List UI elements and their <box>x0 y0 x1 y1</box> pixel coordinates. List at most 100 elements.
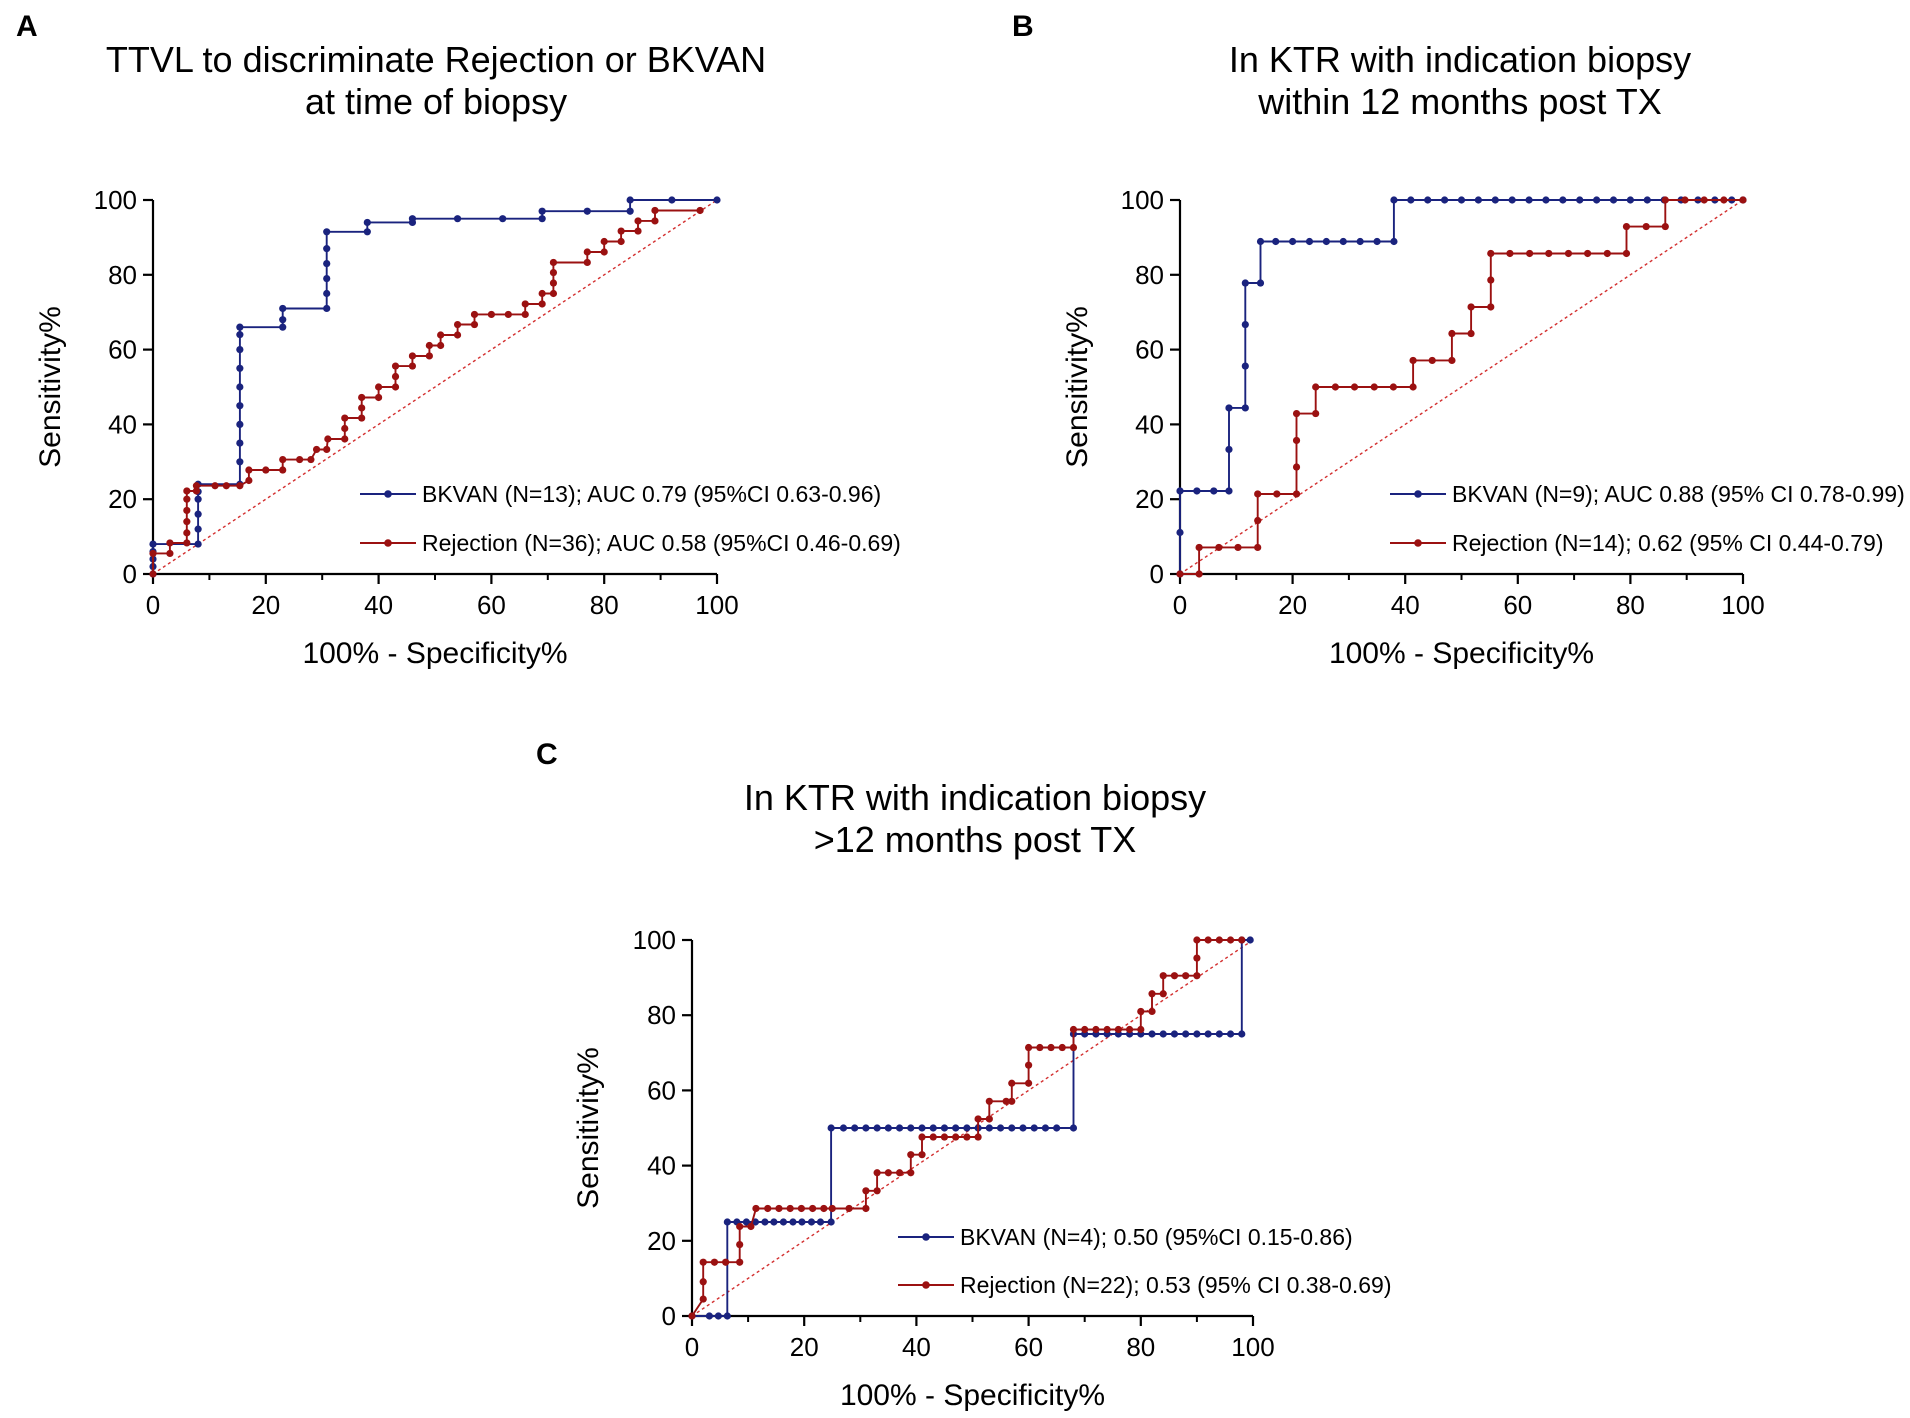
bkvan-data-point <box>1019 1124 1027 1132</box>
rejection-data-point <box>1564 249 1573 258</box>
rejection-data-point <box>549 289 558 298</box>
y-tick-label: 20 <box>1135 484 1164 514</box>
rejection-data-point <box>797 1204 805 1213</box>
bkvan-data-point <box>1225 404 1233 412</box>
bkvan-data-point <box>723 1312 731 1320</box>
rejection-data-point <box>470 310 479 319</box>
rejection-data-point <box>375 383 383 391</box>
panel-c: C In KTR with indication biopsy >12 mont… <box>536 738 1391 1412</box>
rejection-data-point <box>722 1258 730 1266</box>
x-tick-label: 60 <box>1503 590 1532 620</box>
panel-c-letter: C <box>536 738 558 771</box>
bkvan-data-point <box>1238 1030 1246 1038</box>
rejection-data-point <box>1137 1025 1145 1034</box>
y-tick-label: 40 <box>108 409 137 439</box>
x-tick-label: 60 <box>477 590 506 620</box>
x-tick-label: 40 <box>1391 590 1420 620</box>
rejection-data-point <box>1720 196 1728 204</box>
x-axis-label: 100% - Specificity% <box>302 637 567 670</box>
bkvan-data-point <box>1030 1124 1038 1132</box>
panel-a-title-line-1: TTVL to discriminate Rejection or BKVAN <box>106 39 766 80</box>
x-tick-label: 20 <box>790 1332 819 1362</box>
bkvan-data-point <box>1210 487 1218 495</box>
bkvan-data-point <box>1593 196 1601 204</box>
legend-label-rejection: Rejection (N=36); AUC 0.58 (95%CI 0.46-0… <box>422 530 901 556</box>
rejection-data-point <box>985 1097 993 1105</box>
bkvan-data-point <box>1305 237 1314 246</box>
roc-plot-a: 0 20 40 60 80 100 0 20 40 60 80 100 100% - Specifici… <box>34 185 901 670</box>
bkvan-data-point <box>1390 237 1398 246</box>
bkvan-data-point <box>1215 1030 1223 1038</box>
series-bkvan <box>1176 196 1747 578</box>
reference-diagonal-line <box>152 199 718 575</box>
bkvan-data-point <box>323 228 331 236</box>
legend-marker-rejection <box>922 1281 930 1289</box>
rejection-data-point <box>549 279 558 287</box>
rejection-data-point <box>963 1133 971 1141</box>
rejection-data-point <box>736 1240 744 1249</box>
y-tick-label: 0 <box>123 559 137 589</box>
legend-label-bkvan: BKVAN (N=9); AUC 0.88 (95% CI 0.78-0.99) <box>1452 481 1905 507</box>
rejection-data-point <box>1182 972 1190 980</box>
bkvan-data-point <box>363 228 371 236</box>
rejection-data-point <box>1292 490 1301 498</box>
rejection-data-point <box>873 1187 881 1195</box>
rejection-data-point <box>549 268 558 277</box>
rejection-data-point <box>425 341 433 350</box>
bkvan-data-point <box>816 1218 825 1226</box>
bkvan-data-point <box>1626 196 1634 204</box>
bkvan-data-point <box>323 289 331 298</box>
rejection-data-point <box>279 466 287 474</box>
rejection-data-point <box>358 393 366 402</box>
rejection-data-point <box>1193 954 1201 962</box>
bkvan-data-point <box>236 323 244 331</box>
rejection-data-point <box>1526 249 1534 258</box>
bkvan-data-point <box>236 458 244 466</box>
rejection-data-point <box>895 1169 904 1177</box>
bkvan-data-point <box>1643 196 1651 204</box>
rejection-data-point <box>1137 1007 1145 1016</box>
bkvan-data-point <box>583 207 591 215</box>
bkvan-data-point <box>1272 237 1280 246</box>
bkvan-data-point <box>626 207 634 215</box>
legend-marker-bkvan <box>922 1233 930 1241</box>
rejection-data-point <box>1204 936 1212 944</box>
rejection-data-point <box>296 455 304 464</box>
bkvan-data-point <box>1148 1030 1156 1038</box>
legend-label-bkvan: BKVAN (N=13); AUC 0.79 (95%CI 0.63-0.96) <box>422 481 881 507</box>
rejection-data-point <box>696 206 704 215</box>
rejection-data-point <box>1215 543 1223 552</box>
rejection-data-point <box>262 466 270 474</box>
rejection-data-point <box>149 549 157 558</box>
rejection-data-point <box>192 482 201 490</box>
bkvan-data-point <box>1407 196 1415 204</box>
y-tick-label: 40 <box>647 1151 676 1181</box>
panel-c-title-line-1: In KTR with indication biopsy <box>744 777 1206 818</box>
rejection-data-point <box>1226 936 1235 944</box>
x-axis-label: 100% - Specificity% <box>1329 637 1594 670</box>
bkvan-data-point <box>1182 1030 1190 1038</box>
rejection-data-point <box>307 455 315 464</box>
rejection-data-point <box>952 1133 960 1141</box>
rejection-data-point <box>1545 249 1553 258</box>
bkvan-data-point <box>1609 196 1618 204</box>
rejection-data-point <box>699 1258 707 1266</box>
y-tick-label: 100 <box>94 185 137 215</box>
rejection-data-point <box>1103 1025 1111 1034</box>
rejection-data-point <box>166 549 174 558</box>
bkvan-data-point <box>1204 1030 1212 1038</box>
rejection-data-point <box>747 1222 755 1231</box>
rejection-data-point <box>312 445 321 454</box>
rejection-data-point <box>1114 1025 1122 1034</box>
rejection-data-point <box>1025 1079 1033 1087</box>
bkvan-data-point <box>1193 1030 1201 1038</box>
panel-b-title-line-1: In KTR with indication biopsy <box>1229 39 1691 80</box>
rejection-data-point <box>149 570 157 578</box>
rejection-data-point <box>341 424 349 433</box>
rejection-data-point <box>1273 490 1281 498</box>
bkvan-data-point <box>929 1124 937 1132</box>
bkvan-data-point <box>1559 196 1567 204</box>
rejection-data-point <box>408 362 417 370</box>
rejection-data-point <box>600 237 608 246</box>
bkvan-data-point <box>1441 196 1449 204</box>
